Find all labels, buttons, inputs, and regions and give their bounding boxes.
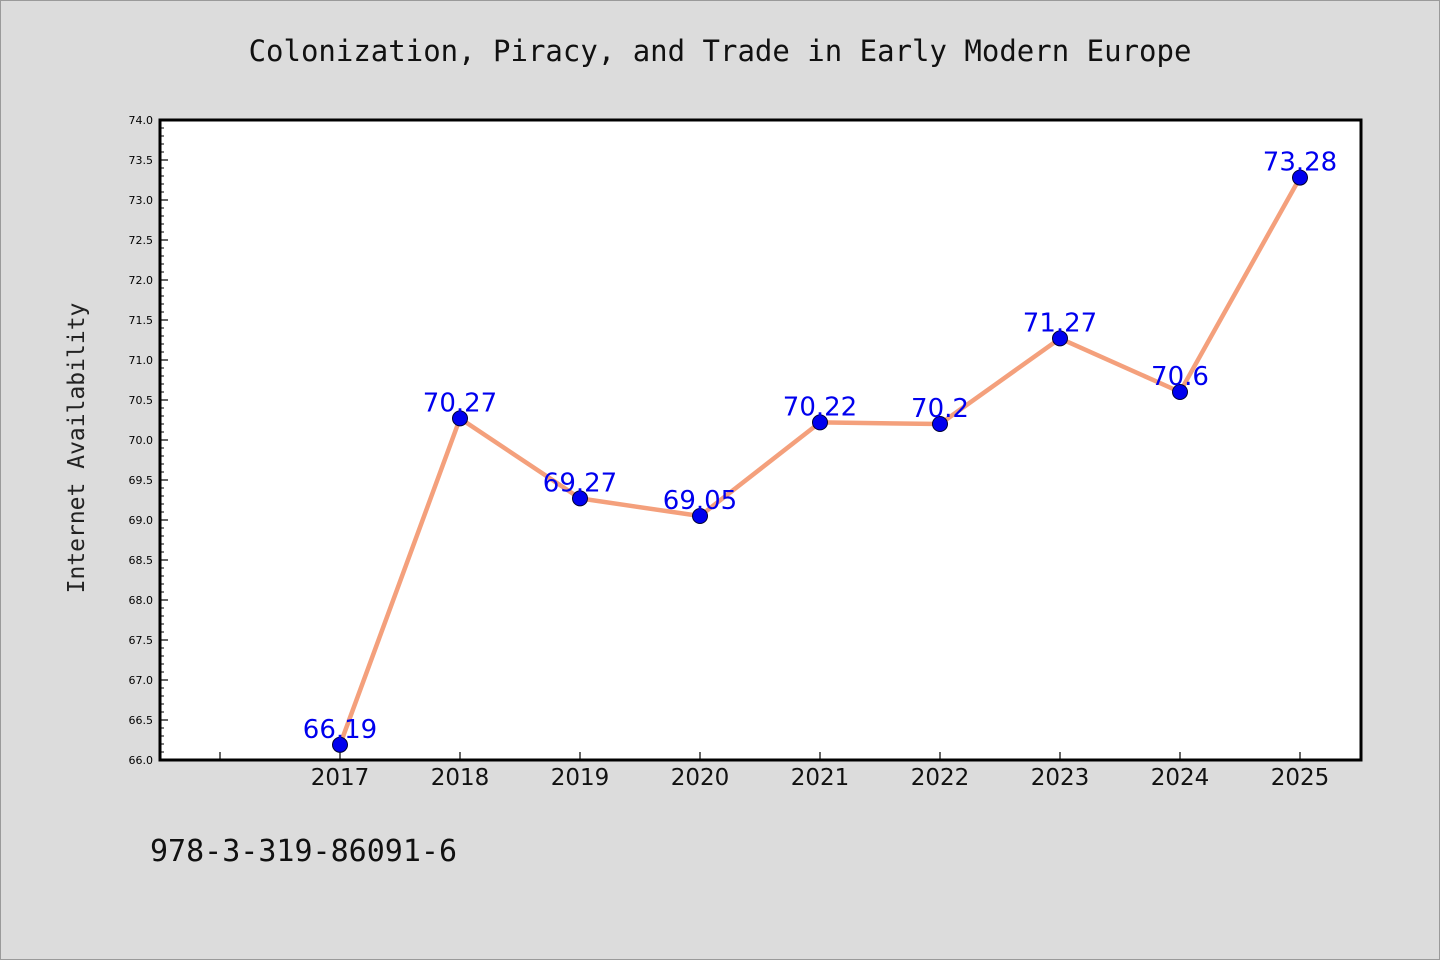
- y-tick-label: 68.5: [129, 554, 154, 567]
- x-tick-label: 2025: [1271, 765, 1330, 791]
- isbn-footnote: 978-3-319-86091-6: [150, 834, 458, 869]
- data-label: 70.2: [911, 394, 969, 424]
- x-tick-label: 2020: [671, 765, 730, 791]
- x-tick-label: 2019: [551, 765, 610, 791]
- y-tick-label: 74.0: [129, 114, 154, 127]
- y-tick-label: 70.5: [129, 394, 154, 407]
- y-tick-label: 69.5: [129, 474, 154, 487]
- data-point: [572, 490, 588, 507]
- data-point: [1292, 169, 1308, 186]
- y-axis: 66.0 66.5 67.0 67.5 68.0 68.5 69.0 69.5 70.0 70.5…: [129, 114, 168, 767]
- data-label: 70.6: [1151, 362, 1209, 392]
- x-tick-label: 2017: [311, 765, 370, 791]
- data-point: [452, 410, 468, 427]
- y-tick-label: 73.5: [129, 154, 154, 167]
- data-label: 70.27: [423, 388, 497, 418]
- y-tick-label: 70.0: [129, 434, 154, 447]
- y-tick-label: 71.5: [129, 314, 154, 327]
- y-tick-label: 73.0: [129, 194, 154, 207]
- x-tick-label: 2022: [911, 765, 970, 791]
- data-point: [692, 508, 708, 524]
- y-tick-label: 72.0: [129, 274, 154, 287]
- data-label: 71.27: [1023, 308, 1097, 338]
- chart-title: Colonization, Piracy, and Trade in Early…: [248, 34, 1192, 68]
- data-label: 69.05: [663, 486, 737, 516]
- x-tick-label: 2018: [431, 765, 490, 791]
- plot-area: [160, 120, 1361, 760]
- x-tick-label: 2024: [1151, 765, 1210, 791]
- y-tick-label: 68.0: [129, 594, 154, 607]
- data-label: 69.27: [543, 468, 617, 498]
- data-label: 66.19: [303, 715, 377, 745]
- data-point: [1172, 384, 1188, 400]
- data-point: [332, 736, 348, 753]
- y-tick-label: 72.5: [129, 234, 154, 247]
- x-tick-label: 2021: [791, 765, 850, 791]
- data-label: 73.28: [1263, 148, 1337, 178]
- y-tick-label: 67.0: [129, 674, 154, 687]
- x-axis: 2017 2018 2019 2020 2021 2022 2023 2024 2025: [219, 752, 1330, 791]
- series-group: 66.19 70.27 69.27 69.05 70.22 70.2 71.27 70.6 73…: [303, 148, 1337, 753]
- plot-frame: [158, 118, 1363, 762]
- data-point: [1052, 330, 1068, 347]
- y-tick-label: 66.0: [129, 754, 154, 767]
- y-tick-label: 67.5: [129, 634, 154, 647]
- data-label: 70.22: [783, 392, 857, 422]
- data-point: [812, 414, 828, 431]
- y-tick-label: 69.0: [129, 514, 154, 527]
- x-tick-label: 2023: [1031, 765, 1090, 791]
- data-point: [932, 416, 948, 432]
- y-tick-label: 71.0: [129, 354, 154, 367]
- y-tick-label: 66.5: [129, 714, 154, 727]
